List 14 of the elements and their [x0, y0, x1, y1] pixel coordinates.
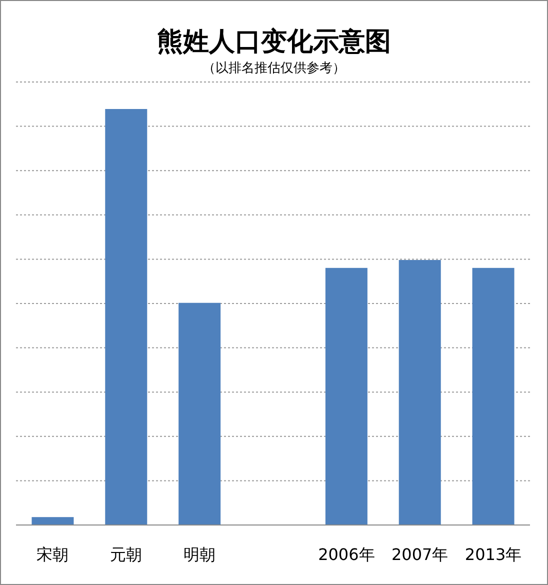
x-tick-label: 明朝 — [184, 545, 216, 564]
x-tick-label: 2006年 — [318, 545, 375, 564]
x-tick-label: 元朝 — [110, 545, 142, 564]
bar — [178, 302, 221, 525]
bar — [325, 268, 368, 525]
chart-subtitle: （以排名推估仅供参考） — [202, 61, 346, 76]
x-tick-label: 宋朝 — [36, 545, 69, 564]
bar — [398, 260, 441, 525]
bar — [32, 517, 74, 525]
chart-title: 熊姓人口变化示意图 — [157, 27, 391, 57]
x-tick-label: 2007年 — [392, 545, 448, 564]
bar — [105, 109, 148, 525]
bar — [472, 268, 514, 525]
x-tick-label: 2013年 — [464, 545, 522, 564]
